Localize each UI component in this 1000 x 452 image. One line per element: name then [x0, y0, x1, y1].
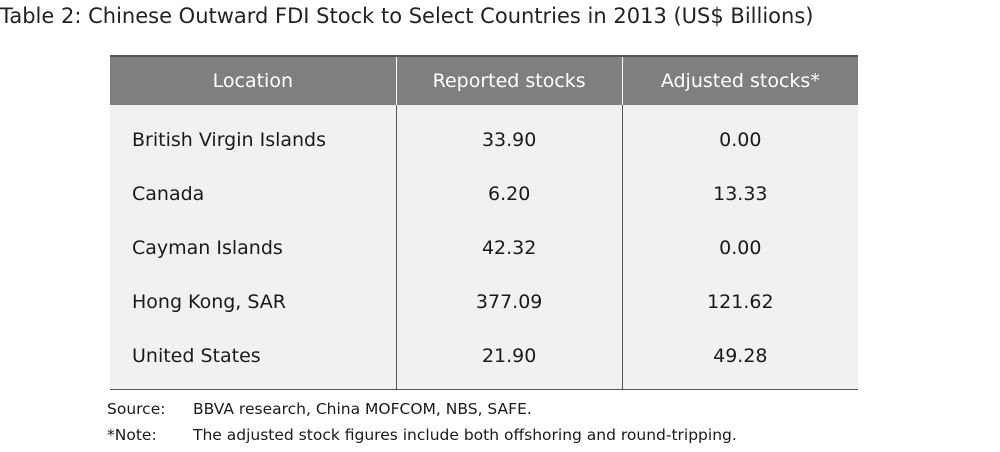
notes: Source: BBVA research, China MOFCOM, NBS,…	[107, 400, 737, 452]
value-cell: 6.20	[395, 167, 623, 221]
note-label: Source:	[107, 400, 166, 418]
note-text: The adjusted stock figures include both …	[193, 426, 737, 444]
table-row: British Virgin Islands 33.90 0.00	[110, 105, 858, 167]
table-row: Cayman Islands 42.32 0.00	[110, 221, 858, 275]
note: Source: BBVA research, China MOFCOM, NBS,…	[107, 400, 737, 426]
value-cell: 33.90	[395, 105, 623, 167]
location-cell: British Virgin Islands	[132, 129, 327, 151]
header-row: Location Reported stocks Adjusted stocks*	[110, 56, 858, 105]
location-cell: Cayman Islands	[132, 237, 283, 259]
column-header: Reported stocks	[395, 56, 623, 105]
note-label: *Note:	[107, 426, 157, 444]
title: Table 2: Chinese Outward FDI Stock to Se…	[0, 4, 814, 28]
location-cell: United States	[132, 345, 261, 367]
location-cell: Canada	[132, 183, 205, 205]
value-cell: 0.00	[621, 221, 858, 275]
column-header: Location	[110, 56, 397, 105]
table-body: British Virgin Islands 33.90 0.00 Canada 6.2…	[110, 105, 858, 390]
value-cell: 21.90	[395, 329, 623, 390]
note: *Note: The adjusted stock figures include…	[107, 426, 737, 452]
table-row: Canada 6.20 13.33	[110, 167, 858, 221]
value-cell: 13.33	[621, 167, 858, 221]
value-cell: 42.32	[395, 221, 623, 275]
value-cell: 377.09	[395, 275, 623, 329]
value-cell: 49.28	[621, 329, 858, 390]
table-row: Hong Kong, SAR 377.09 121.62	[110, 275, 858, 329]
table-header: Location Reported stocks Adjusted stocks*	[110, 56, 858, 105]
column-header: Adjusted stocks*	[621, 56, 858, 105]
location-cell: Hong Kong, SAR	[132, 291, 286, 313]
note-text: BBVA research, China MOFCOM, NBS, SAFE.	[193, 400, 532, 418]
value-cell: 121.62	[621, 275, 858, 329]
value-cell: 0.00	[621, 105, 858, 167]
table-row: United States 21.90 49.28	[110, 329, 858, 390]
data-table: Location Reported stocks Adjusted stocks* …	[110, 55, 858, 390]
